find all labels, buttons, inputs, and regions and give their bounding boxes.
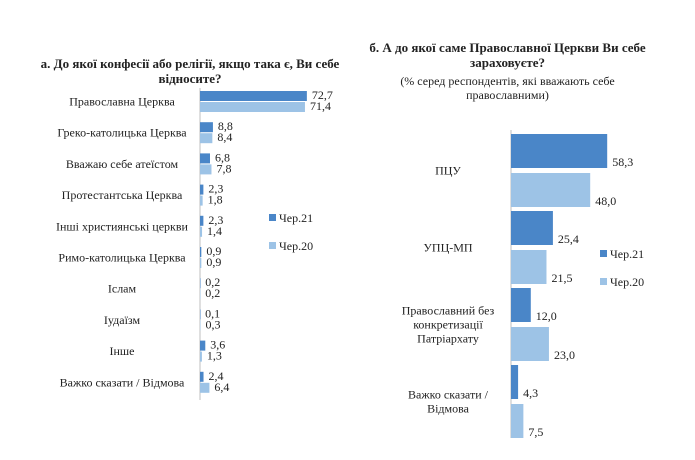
chart-a-category-label: Вважаю себе атеїстом (66, 157, 179, 171)
chart-b-legend-label: Чер.20 (610, 275, 644, 289)
chart-a-bar-s1 (200, 340, 206, 351)
chart-a-category-label: Римо-католицька Церква (58, 251, 186, 265)
chart-b-legend-swatch (600, 250, 607, 257)
chart-a-value-label-s1: 6,8 (215, 150, 230, 164)
chart-a-bar-s1 (200, 184, 204, 195)
chart-a-category-label: Греко-католицька Церква (57, 126, 187, 140)
chart-b-value-label-s2: 23,0 (554, 348, 575, 362)
chart-a-category-label: Протестантська Церква (62, 188, 183, 202)
chart-b-category-label: Важко сказати / Відмова (408, 388, 489, 416)
chart-a-value-label-s2: 0,3 (205, 317, 220, 331)
chart-a-title-text: а. До якої конфесії або релігії, якщо та… (40, 56, 340, 86)
chart-b-category-label: Православний без конкретизації Патріархату (402, 304, 495, 346)
chart-a-bar-s1 (200, 247, 202, 257)
chart-a-value-label-s2: 0,2 (205, 286, 220, 300)
chart-a-value-label-s1: 8,8 (218, 119, 233, 133)
chart-a-value-label-s1: 72,7 (312, 88, 333, 102)
chart-a-category-label: Православна Церква (69, 95, 175, 109)
chart-a-legend-swatch (269, 214, 276, 221)
chart-a-bar-s1 (200, 371, 204, 382)
chart-a-legend-label: Чер.20 (279, 239, 313, 253)
chart-b-subtitle: (% серед респондентів, які вважають себе… (360, 74, 655, 102)
chart-a-value-label-s2: 8,4 (217, 130, 232, 144)
chart-a-bar-s2 (200, 195, 203, 206)
chart-a-value-label-s1: 0,1 (205, 306, 220, 320)
chart-b-bar-s2 (511, 327, 549, 361)
chart-a-bar-s1 (200, 215, 204, 226)
chart-a-bar-s1 (200, 122, 213, 133)
chart-b-value-label-s2: 48,0 (595, 194, 616, 208)
chart-b-value-label-s1: 4,3 (523, 386, 538, 400)
chart-a-bar-s2 (200, 382, 210, 393)
chart-a-bar-s2 (200, 164, 212, 175)
chart-b-title: б. А до якої саме Православної Церкви Ви… (360, 40, 655, 70)
chart-b-value-label-s1: 58,3 (612, 155, 633, 169)
chart-b-bar-s1 (511, 211, 553, 245)
chart-a-category-label: Іслам (108, 282, 137, 296)
chart-b-legend-label: Чер.21 (610, 247, 644, 261)
chart-a-value-label-s2: 1,4 (207, 224, 222, 238)
chart-a-value-label-s2: 1,3 (207, 349, 222, 363)
chart-b-subtitle-text: (% серед респондентів, які вважають себе… (400, 74, 615, 102)
chart-a-value-label-s2: 71,4 (310, 99, 331, 113)
chart-b-bar-s2 (511, 250, 547, 284)
chart-a-value-label-s1: 0,2 (205, 275, 220, 289)
chart-b-title-text: б. А до якої саме Православної Церкви Ви… (369, 40, 646, 70)
chart-a-category-label: Іудаїзм (104, 313, 141, 327)
chart-a-category-label: Важко сказати / Відмова (60, 375, 185, 389)
chart-b-bar-s1 (511, 134, 608, 168)
chart-a-value-label-s1: 2,3 (208, 213, 223, 227)
chart-b-bar-s1 (511, 365, 519, 399)
chart-a-value-label-s1: 2,3 (208, 182, 223, 196)
chart-b-bar-s1 (511, 288, 531, 322)
chart-a-bar-s2 (200, 289, 201, 300)
chart-a-value-label-s1: 3,6 (210, 338, 225, 352)
chart-a-legend-label: Чер.21 (279, 211, 313, 225)
chart-b-bar-s2 (511, 173, 591, 207)
chart-a-bar-s1 (200, 278, 201, 289)
chart-a-legend-swatch (269, 242, 276, 249)
chart-a-bar-s1 (200, 91, 307, 101)
chart-a-bar-s2 (200, 226, 203, 237)
chart-a-value-label-s2: 6,4 (214, 380, 229, 394)
chart-a-title: а. До якої конфесії або релігії, якщо та… (40, 56, 340, 86)
chart-a-category-label: Інше (110, 344, 135, 358)
chart-a-bar-s1 (200, 153, 210, 164)
chart-b-value-label-s2: 7,5 (528, 425, 543, 439)
chart-a-value-label-s2: 1,8 (208, 193, 223, 207)
chart-b-legend-swatch (600, 278, 607, 285)
chart-b-category-label: ПЦУ (435, 164, 461, 178)
chart-a-category-label: Інші християнські церкви (56, 219, 189, 233)
chart-a-bar-s2 (200, 102, 305, 112)
chart-a-bar-s2 (200, 320, 201, 331)
chart-b-value-label-s2: 21,5 (551, 271, 572, 285)
chart-b-category-label: УПЦ-МП (423, 241, 472, 255)
chart-a-value-label-s1: 2,4 (209, 369, 224, 383)
chart-a-value-label-s1: 0,9 (206, 244, 221, 258)
chart-b-value-label-s1: 25,4 (558, 232, 579, 246)
chart-a-value-label-s2: 0,9 (206, 255, 221, 269)
chart-a-bar-s2 (200, 351, 202, 362)
chart-a-bar-s2 (200, 258, 202, 268)
chart-a-bar-s1 (200, 309, 201, 320)
chart-a-value-label-s2: 7,8 (216, 161, 231, 175)
chart-b-value-label-s1: 12,0 (536, 309, 557, 323)
chart-a-bar-s2 (200, 133, 213, 144)
chart-b-bar-s2 (511, 404, 524, 438)
